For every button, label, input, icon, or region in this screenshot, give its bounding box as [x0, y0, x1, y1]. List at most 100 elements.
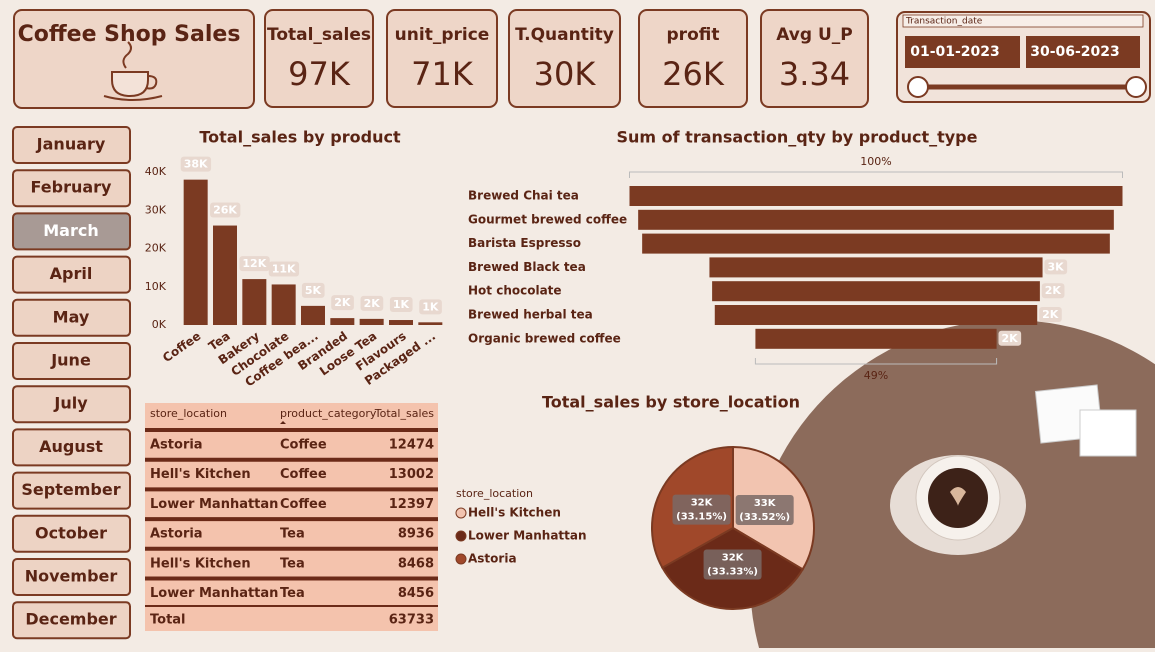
kpi-value: 71K	[411, 55, 474, 93]
table-cell: Hell's Kitchen	[150, 467, 251, 482]
bar	[389, 320, 413, 325]
y-tick-label: 40K	[145, 165, 167, 178]
pie-percent-label: (33.33%)	[707, 566, 758, 577]
month-button[interactable]	[12, 342, 131, 380]
month-label: September	[21, 480, 120, 499]
table-cell: Astoria	[150, 438, 203, 453]
month-button[interactable]	[12, 169, 131, 208]
month-label: April	[50, 264, 93, 283]
funnel-bar	[642, 233, 1110, 254]
funnel-category: Gourmet brewed coffee	[468, 212, 627, 226]
funnel-category: Hot chocolate	[468, 284, 562, 298]
bar-value-label-bg	[180, 156, 212, 172]
funnel-value-label: 3K	[1047, 260, 1064, 273]
pie-percent-label: (33.52%)	[739, 512, 790, 523]
month-label: December	[25, 610, 116, 629]
bar-value-label-bg	[360, 295, 384, 311]
month-button[interactable]	[12, 385, 131, 424]
chart-title: Sum of transaction_qty by product_type	[617, 128, 978, 147]
month-button[interactable]	[12, 514, 131, 553]
chart-title: Total_sales by product	[199, 128, 401, 147]
y-tick-label: 10K	[145, 280, 167, 293]
bar	[418, 322, 443, 325]
bar-value-label-bg	[268, 261, 300, 277]
month-label: June	[50, 351, 91, 370]
month-button[interactable]	[12, 298, 131, 337]
table-background	[145, 403, 438, 631]
table-cell: Hell's Kitchen	[150, 556, 251, 571]
month-label: October	[35, 523, 107, 542]
table-header: product_category	[280, 407, 377, 420]
bar-value-label: 26K	[213, 204, 237, 217]
legend-label: Hell's Kitchen	[468, 506, 561, 520]
table-total-value: 63733	[389, 613, 434, 628]
pie-value-label: 33K	[754, 498, 777, 509]
table-cell: Tea	[280, 527, 305, 542]
funnel-top-bracket	[629, 171, 1123, 178]
month-button[interactable]	[12, 428, 131, 467]
table-cell: Coffee	[280, 497, 327, 512]
month-button[interactable]	[12, 212, 131, 251]
bar-value-label-bg	[419, 299, 442, 315]
month-label: November	[25, 567, 118, 586]
legend-label: Astoria	[468, 552, 517, 566]
bar-value-label: 1K	[393, 298, 410, 311]
table-cell: 8468	[398, 556, 434, 571]
funnel-category: Barista Espresso	[468, 236, 581, 250]
funnel-category: Brewed Chai tea	[468, 189, 579, 203]
table-cell: Astoria	[150, 527, 203, 542]
bar-value-label: 2K	[364, 297, 381, 310]
slider-handle[interactable]	[1125, 76, 1147, 98]
slider-handle[interactable]	[907, 76, 929, 98]
funnel-bar	[755, 328, 997, 349]
pie-percent-label: (33.15%)	[676, 512, 727, 523]
end-date: 30-06-2023	[1030, 44, 1120, 60]
bar	[330, 318, 355, 325]
table-header: store_location	[150, 407, 227, 420]
table-cell: Tea	[280, 586, 305, 601]
kpi-label: unit_price	[395, 25, 490, 45]
bar-value-label: 5K	[305, 284, 322, 297]
kpi-label: Avg U_P	[776, 25, 852, 45]
month-label: March	[43, 221, 98, 240]
month-button[interactable]	[12, 558, 131, 596]
month-label: July	[53, 394, 88, 413]
kpi-label: Total_sales	[267, 25, 371, 45]
funnel-bottom-label: 49%	[864, 369, 888, 382]
funnel-category: Organic brewed coffee	[468, 331, 621, 345]
start-date: 01-01-2023	[910, 44, 1000, 60]
start-date-box[interactable]	[905, 36, 1020, 68]
month-button[interactable]	[12, 126, 131, 164]
bar-value-label-bg	[389, 297, 413, 313]
kpi-value: 97K	[288, 55, 351, 93]
funnel-value-label-bg	[1041, 283, 1065, 299]
bar-value-label: 2K	[334, 296, 351, 309]
funnel-bar	[714, 305, 1038, 325]
date-dropdown[interactable]	[902, 14, 1144, 28]
kpi-value: 30K	[534, 55, 597, 93]
bar-value-label: 11K	[272, 262, 296, 275]
table-cell: Lower Manhattan	[150, 497, 278, 512]
end-date-box[interactable]	[1026, 36, 1140, 68]
bar-value-label-bg	[239, 256, 270, 272]
kpi-label: T.Quantity	[515, 25, 614, 45]
bar	[301, 305, 325, 325]
kpi-value: 3.34	[779, 55, 850, 93]
month-label: February	[31, 178, 113, 197]
pie-value-label: 32K	[722, 552, 745, 563]
bar	[213, 225, 237, 325]
funnel-bar	[629, 186, 1123, 206]
month-button[interactable]	[12, 601, 131, 640]
month-button[interactable]	[12, 471, 131, 510]
month-label: January	[36, 135, 106, 154]
cup-icon	[103, 41, 163, 101]
bar-value-label: 38K	[184, 158, 208, 171]
month-button[interactable]	[12, 255, 131, 294]
pie-label-bg	[672, 494, 731, 525]
funnel-bar	[712, 281, 1040, 302]
funnel-value-label: 2K	[1045, 284, 1062, 297]
chart-title: Total_sales by store_location	[542, 393, 800, 412]
funnel-value-label: 2K	[1001, 332, 1018, 345]
